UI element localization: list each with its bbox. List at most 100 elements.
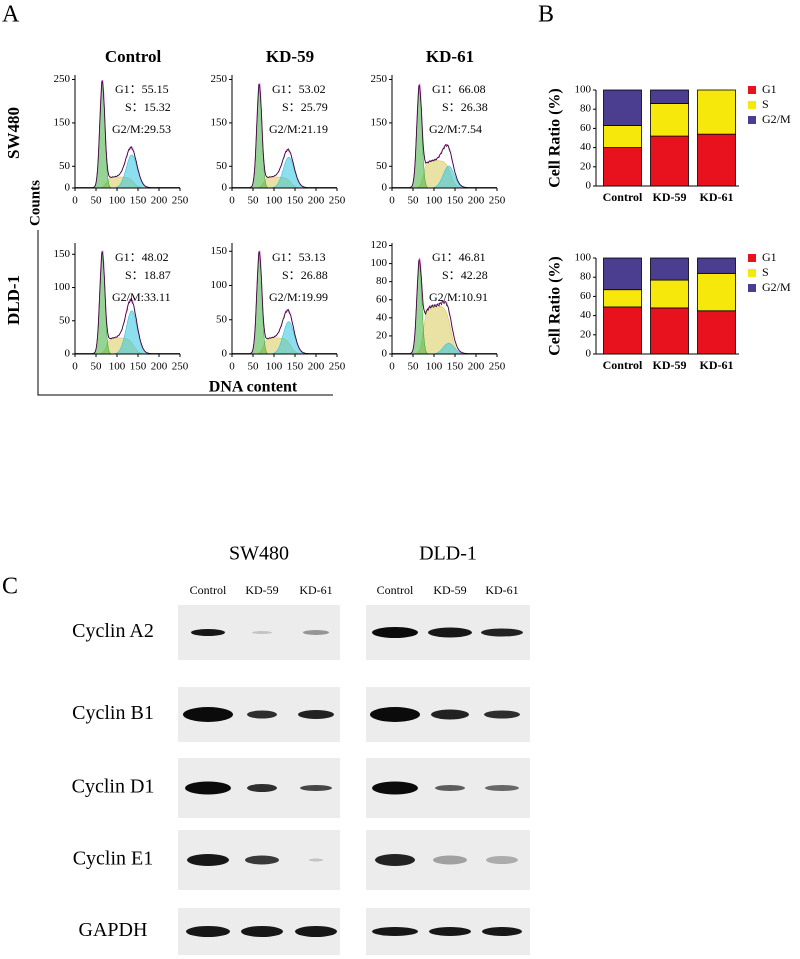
y-tick-label: 50 bbox=[59, 314, 71, 326]
y-tick-label: 150 bbox=[211, 245, 228, 257]
legend-label: G1 bbox=[762, 82, 777, 96]
bar-segment bbox=[603, 289, 642, 308]
x-tick-label: 50 bbox=[408, 361, 420, 373]
y-tick-label: 100 bbox=[54, 281, 71, 293]
phase-value: 21.19 bbox=[301, 122, 328, 136]
band bbox=[247, 710, 277, 719]
band bbox=[372, 927, 418, 936]
y-tick-label: 80 bbox=[580, 103, 592, 115]
x-tick-label: 100 bbox=[426, 195, 443, 207]
phase-stat: G1：66.08 bbox=[432, 82, 486, 96]
x-tick-label: KD-61 bbox=[700, 190, 734, 204]
band bbox=[433, 855, 467, 865]
fit-g2m bbox=[75, 310, 180, 355]
x-tick-label: KD-59 bbox=[653, 190, 687, 204]
x-tick-label: 50 bbox=[91, 195, 103, 207]
y-tick-label: 150 bbox=[371, 116, 388, 128]
band bbox=[298, 710, 334, 719]
band bbox=[486, 856, 518, 864]
column-title: KD-61 bbox=[426, 47, 474, 66]
bar-segment bbox=[697, 272, 736, 312]
bar-segment bbox=[603, 147, 642, 187]
cell-line-title: DLD-1 bbox=[419, 543, 477, 565]
band bbox=[375, 854, 415, 866]
legend-swatch bbox=[748, 101, 756, 109]
y-tick-label: 250 bbox=[371, 73, 388, 85]
x-tick-label: 100 bbox=[109, 361, 126, 373]
legend-swatch bbox=[748, 254, 756, 262]
phase-stat: G2/M:21.19 bbox=[269, 122, 328, 136]
bracket bbox=[37, 230, 333, 396]
protein-label: Cyclin A2 bbox=[72, 620, 154, 642]
legend-swatch bbox=[748, 86, 756, 94]
x-tick-label: 0 bbox=[72, 361, 78, 373]
phase-value: 46.81 bbox=[459, 250, 486, 264]
bar-segment bbox=[650, 279, 689, 309]
x-tick-label: 150 bbox=[287, 361, 304, 373]
phase-stat: G2/M:33.11 bbox=[112, 290, 171, 304]
y-tick-label: 120 bbox=[371, 239, 388, 251]
x-tick-label: 200 bbox=[151, 361, 168, 373]
band bbox=[187, 854, 229, 866]
bar-segment bbox=[603, 125, 642, 148]
y-axis-label: Cell Ratio (%) bbox=[547, 88, 564, 188]
y-tick-label: 20 bbox=[580, 328, 592, 340]
legend-label: G2/M bbox=[762, 280, 791, 294]
band bbox=[300, 785, 332, 791]
legend-label: G2/M bbox=[762, 112, 791, 126]
phase-label: S： bbox=[282, 100, 301, 114]
y-tick-label: 40 bbox=[376, 311, 388, 323]
phase-label: G1： bbox=[272, 250, 299, 264]
x-tick-label: 150 bbox=[447, 361, 464, 373]
x-tick-label: Control bbox=[603, 358, 643, 372]
band bbox=[484, 710, 520, 719]
y-tick-label: 60 bbox=[376, 293, 388, 305]
y-tick-label: 50 bbox=[216, 313, 228, 325]
y-tick-label: 20 bbox=[580, 160, 592, 172]
phase-stat: G2/M:7.54 bbox=[429, 122, 482, 136]
band bbox=[303, 630, 329, 635]
x-tick-label: 0 bbox=[229, 195, 235, 207]
phase-value: 19.99 bbox=[301, 290, 328, 304]
x-tick-label: 200 bbox=[468, 195, 485, 207]
phase-stat: G1：53.13 bbox=[272, 250, 326, 264]
phase-value: 66.08 bbox=[459, 82, 486, 96]
x-tick-label: 50 bbox=[248, 195, 260, 207]
y-tick-label: 100 bbox=[575, 84, 592, 96]
phase-stat: G2/M:19.99 bbox=[269, 290, 328, 304]
phase-value: 7.54 bbox=[461, 122, 482, 136]
y-tick-label: 50 bbox=[376, 160, 388, 172]
row-title: SW480 bbox=[4, 107, 23, 159]
legend-label: S bbox=[762, 97, 769, 111]
y-tick-label: 60 bbox=[580, 122, 592, 134]
band bbox=[372, 627, 418, 638]
phase-stat: S：26.38 bbox=[442, 100, 488, 114]
x-tick-label: 200 bbox=[468, 361, 485, 373]
phase-label: G2/M: bbox=[112, 122, 144, 136]
phase-label: S： bbox=[125, 268, 144, 282]
x-tick-label: 0 bbox=[389, 361, 395, 373]
lane-label: Control bbox=[377, 583, 414, 597]
legend-swatch bbox=[748, 116, 756, 124]
phase-value: 25.79 bbox=[301, 100, 328, 114]
bar-segment bbox=[650, 135, 689, 187]
y-tick-label: 0 bbox=[586, 180, 592, 192]
phase-label: G2/M: bbox=[429, 122, 461, 136]
y-tick-label: 0 bbox=[382, 348, 388, 360]
y-tick-label: 0 bbox=[382, 182, 388, 194]
fit-g2m bbox=[232, 321, 337, 355]
band bbox=[481, 628, 523, 637]
panel-letter: C bbox=[2, 574, 18, 600]
band bbox=[429, 927, 471, 936]
panel-letter: A bbox=[2, 2, 20, 28]
bar-segment bbox=[650, 103, 689, 137]
band bbox=[247, 784, 277, 792]
y-tick-label: 250 bbox=[54, 73, 71, 85]
cell-line-title: SW480 bbox=[229, 543, 289, 565]
y-tick-label: 250 bbox=[211, 73, 228, 85]
y-tick-label: 0 bbox=[65, 182, 71, 194]
phase-label: G1： bbox=[272, 82, 299, 96]
bar-segment bbox=[650, 307, 689, 355]
phase-label: S： bbox=[282, 268, 301, 282]
